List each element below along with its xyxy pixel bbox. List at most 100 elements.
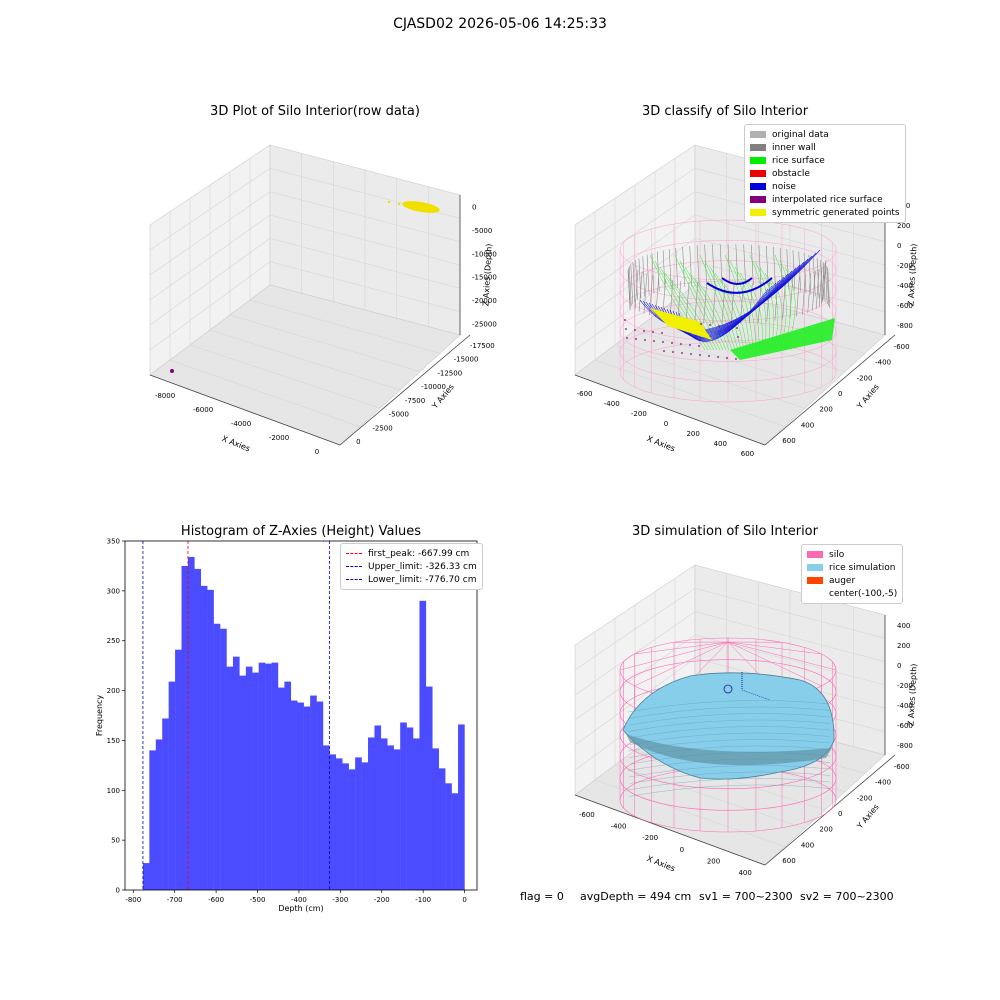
histogram-x-tick-label: -600 [208,896,224,904]
histogram-x-tick-label: -300 [332,896,348,904]
histogram-y-label: Frequency [95,695,104,737]
histogram-bar [310,695,317,890]
classify-legend-entry: original data [750,128,900,141]
histogram-bar [258,662,266,890]
histogram-x-tick-label: -200 [374,896,390,904]
histogram-bar [187,556,195,890]
histogram-legend-entry: Lower_limit: -776.70 cm [346,573,477,586]
histogram-bar [149,750,156,890]
histogram-bar [316,701,324,890]
status-avg-depth: avgDepth = 494 cm [580,890,692,903]
histogram-bar [387,745,394,890]
histogram-y-tick-label: 50 [111,837,120,845]
histogram-bar [323,745,330,890]
histogram-bar [432,748,439,890]
status-flag: flag = 0 [520,890,564,903]
histogram-x-tick-label: 0 [462,896,466,904]
histogram-y-tick-label: 200 [107,687,120,695]
histogram-y-tick-label: 150 [107,737,120,745]
sim-legend-entry: center(-100,-5) [807,587,897,600]
legend-label: rice simulation [829,562,896,573]
histogram-bar [374,725,382,890]
histogram-y-tick-label: 0 [116,887,120,895]
histogram-x-tick-label: -700 [167,896,183,904]
histogram-bar [200,585,208,890]
figure-title: CJASD02 2026-05-06 14:25:33 [393,16,607,32]
histogram-x-tick-label: -800 [125,896,141,904]
legend-label: inner wall [772,142,816,153]
histogram-bar [438,768,446,890]
legend-line-swatch [346,579,362,580]
raw-panel-title: 3D Plot of Silo Interior(row data) [210,104,420,119]
histogram-bar [413,738,420,890]
classify-legend: original data inner wall rice surface obsta… [744,124,906,223]
histogram-y-tick-label: 250 [107,637,120,645]
histogram-bar [284,681,292,890]
histogram-bar [207,589,214,890]
histogram-bar [142,863,150,890]
histogram-bar [458,724,465,890]
legend-line-swatch [346,566,362,567]
legend-swatch [750,196,766,203]
classify-panel-title: 3D classify of Silo Interior [641,104,809,119]
classify-legend-entry: obstacle [750,167,900,180]
legend-label: center(-100,-5) [829,588,898,599]
histogram-bar [445,783,452,890]
histogram-bar [348,769,356,890]
simulation-legend: silo rice simulation auger center(-100,-5) [801,544,904,604]
histogram-bar [271,662,279,890]
legend-swatch [750,144,766,151]
classify-legend-entry: symmetric generated points [750,206,900,219]
histogram-x-label: Depth (cm) [278,904,323,913]
histogram-bar [252,672,259,890]
histogram-bar [213,623,221,890]
histogram-bar [419,600,427,890]
legend-label: original data [772,129,829,140]
histogram-y-tick-label: 100 [107,787,120,795]
legend-swatch [807,577,823,584]
histogram-x-tick-label: -400 [291,896,307,904]
histogram-bar [277,687,285,890]
legend-label: first_peak: -667.99 cm [368,548,470,559]
histogram-bar [451,793,459,890]
histogram-bar [175,649,182,890]
legend-swatch [750,157,766,164]
histogram-bar [361,762,369,890]
histogram-bar [194,568,202,890]
histogram-bar [162,718,169,890]
histogram-bar [220,628,227,890]
histogram-frame [124,540,478,891]
classify-legend-entry: noise [750,180,900,193]
legend-label: obstacle [772,168,810,179]
legend-swatch [807,590,823,597]
histogram-bar [239,675,247,890]
histogram-legend: first_peak: -667.99 cm Upper_limit: -326.… [340,543,483,590]
histogram-bar [335,758,343,890]
legend-swatch [750,183,766,190]
classify-legend-entry: interpolated rice surface [750,193,900,206]
legend-label: silo [829,549,845,560]
histogram-x-tick-label: -100 [415,896,431,904]
legend-label: auger [829,575,856,586]
legend-label: rice surface [772,155,825,166]
histogram-bar [290,700,298,890]
legend-label: symmetric generated points [772,207,900,218]
histogram-bar [226,666,234,890]
histogram-x-tick-label: -500 [250,896,266,904]
histogram-legend-entry: Upper_limit: -326.33 cm [346,560,477,573]
histogram-bar [368,737,375,890]
legend-line-swatch [346,553,362,554]
legend-swatch [750,209,766,216]
histogram-title: Histogram of Z-Axies (Height) Values [180,524,422,539]
status-sv1: sv1 = 700~2300 [699,890,793,903]
legend-label: interpolated rice surface [772,194,883,205]
histogram-bar [168,681,176,890]
status-sv2: sv2 = 700~2300 [800,890,894,903]
sim-legend-entry: auger [807,574,897,587]
histogram-bar [400,722,407,890]
histogram-bar [303,706,311,890]
sim-legend-entry: rice simulation [807,561,897,574]
histogram-bar [245,666,253,890]
histogram-bar [355,757,362,890]
histogram-legend-entry: first_peak: -667.99 cm [346,547,477,560]
